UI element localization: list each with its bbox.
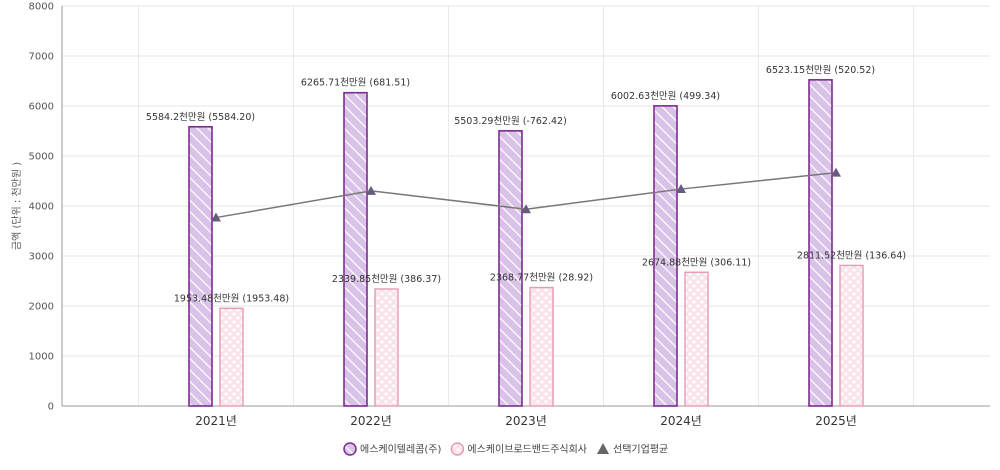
data-label: 6002.63천만원 (499.34) [611,91,720,102]
y-tick-label: 8000 [29,2,54,13]
data-label: 2339.85천만원 (386.37) [332,274,441,285]
bar-skt [188,125,213,407]
y-axis-title: 금액 (단위 : 천만원 ) [10,162,23,250]
line-marker [676,184,686,194]
bar-skb [219,307,244,407]
y-tick-label: 4000 [29,202,54,213]
line-marker [211,212,221,222]
x-tick-label: 2023년 [505,414,547,428]
x-tick-label: 2021년 [195,414,237,428]
axes: 0 1000 2000 3000 4000 5000 6000 7000 8000 금액 (단위 … [10,2,990,428]
legend-swatch [450,442,465,456]
x-tick-label: 2024년 [660,414,702,428]
legend-swatch [343,442,357,456]
bars [188,79,864,407]
legend-swatch [597,443,610,454]
x-tick-label: 2025년 [815,414,857,428]
legend: 에스케이텔레콤(주) 에스케이브로드밴드주식회사 선택기업평균 [343,442,668,456]
data-label: 6523.15천만원 (520.52) [766,65,875,76]
legend-label: 선택기업평균 [613,443,668,456]
y-tick-label: 1000 [29,352,54,363]
line-marker [831,167,841,177]
bar-skt [653,105,678,407]
bar-skt [498,130,523,407]
y-tick-label: 6000 [29,102,54,113]
data-label: 2811.52천만원 (136.64) [797,250,906,261]
bar-skb [374,288,399,407]
data-label: 5503.29천만원 (-762.42) [454,116,567,127]
bar-skt [808,79,833,407]
y-tick-label: 7000 [29,52,54,63]
line-marker [521,204,531,214]
y-tick-label: 5000 [29,152,54,163]
bar-skb [684,271,709,407]
line-marker [366,185,376,195]
legend-label: 에스케이브로드밴드주식회사 [467,444,587,456]
data-labels: 5584.2천만원 (5584.20) 6265.71천만원 (681.51) 55… [146,65,906,304]
data-label: 1953.48천만원 (1953.48) [174,293,289,304]
data-label: 2368.77천만원 (28.92) [490,273,593,284]
data-label: 6265.71천만원 (681.51) [301,78,410,89]
data-label: 5584.2천만원 (5584.20) [146,112,255,123]
y-tick-label: 2000 [29,302,54,313]
y-tick-label: 3000 [29,252,54,263]
bar-skb [839,264,864,407]
x-tick-label: 2022년 [350,414,392,428]
bar-skb [529,286,554,407]
y-tick-label: 0 [48,402,54,413]
bar-skt [343,91,368,407]
average-line [211,167,841,222]
data-label: 2674.88천만원 (306.11) [642,257,751,268]
legend-label: 에스케이텔레콤(주) [360,444,442,456]
